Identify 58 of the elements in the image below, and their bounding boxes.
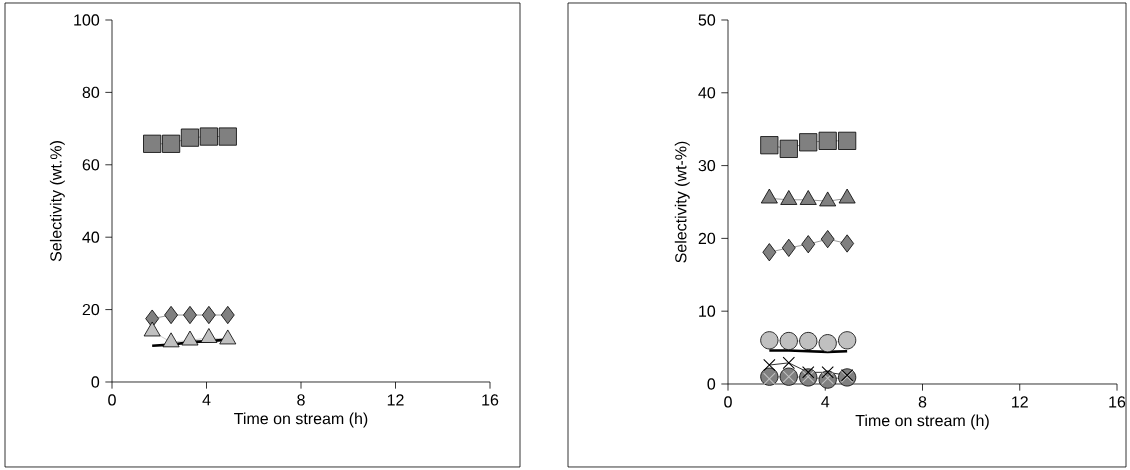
point bbox=[799, 133, 818, 152]
point bbox=[200, 328, 218, 343]
y-axis-title: Selectivity (wt-%) bbox=[674, 141, 690, 263]
point bbox=[801, 235, 816, 254]
y-tick-label: 0 bbox=[91, 376, 100, 388]
point bbox=[779, 139, 798, 158]
point bbox=[779, 331, 798, 351]
point bbox=[760, 136, 779, 155]
point bbox=[760, 331, 779, 350]
x-axis-title: Time on stream (h) bbox=[234, 412, 368, 428]
point bbox=[782, 356, 795, 370]
y-tick-label: 40 bbox=[82, 231, 100, 243]
x-tick-label: 16 bbox=[482, 394, 499, 406]
x-tick-label: 0 bbox=[724, 396, 732, 408]
x-tick-label: 4 bbox=[821, 396, 830, 408]
point bbox=[820, 230, 835, 249]
y-tick-label: 10 bbox=[699, 305, 716, 317]
x-tick-label: 8 bbox=[918, 396, 927, 408]
y-tick-label: 0 bbox=[707, 378, 716, 390]
point bbox=[162, 332, 180, 348]
point bbox=[181, 330, 199, 346]
point bbox=[220, 305, 235, 325]
y-tick-label: 40 bbox=[698, 87, 716, 99]
point bbox=[838, 331, 857, 350]
x-tick-label: 12 bbox=[387, 394, 404, 406]
point bbox=[199, 127, 218, 146]
y-axis-title: Selectivity (wt.%) bbox=[49, 141, 65, 262]
point bbox=[762, 243, 777, 262]
point bbox=[781, 238, 796, 257]
y-tick-label: 80 bbox=[82, 86, 100, 99]
y-tick-label: 30 bbox=[698, 159, 716, 172]
point bbox=[840, 234, 855, 253]
x-tick-label: 12 bbox=[1012, 396, 1028, 408]
point bbox=[162, 134, 181, 153]
point bbox=[218, 127, 237, 146]
x-tick-label: 4 bbox=[202, 394, 211, 406]
point bbox=[818, 334, 837, 353]
point bbox=[799, 331, 818, 351]
point bbox=[180, 128, 200, 147]
point bbox=[818, 131, 837, 150]
point bbox=[143, 321, 161, 337]
y-tick-label: 50 bbox=[698, 14, 716, 26]
point bbox=[201, 305, 216, 325]
point bbox=[143, 134, 162, 153]
y-tick-label: 20 bbox=[698, 232, 716, 245]
point bbox=[164, 305, 178, 325]
x-axis-title: Time on stream (h) bbox=[855, 414, 989, 430]
point bbox=[219, 329, 237, 345]
point bbox=[183, 305, 197, 325]
x-tick-label: 16 bbox=[1109, 396, 1126, 408]
x-tick-label: 8 bbox=[297, 394, 305, 406]
y-tick-label: 100 bbox=[74, 14, 100, 26]
y-tick-label: 60 bbox=[82, 159, 100, 171]
y-tick-label: 20 bbox=[82, 303, 100, 316]
point bbox=[763, 358, 776, 372]
x-tick-label: 0 bbox=[108, 394, 116, 406]
point bbox=[838, 131, 857, 150]
point bbox=[821, 366, 834, 379]
